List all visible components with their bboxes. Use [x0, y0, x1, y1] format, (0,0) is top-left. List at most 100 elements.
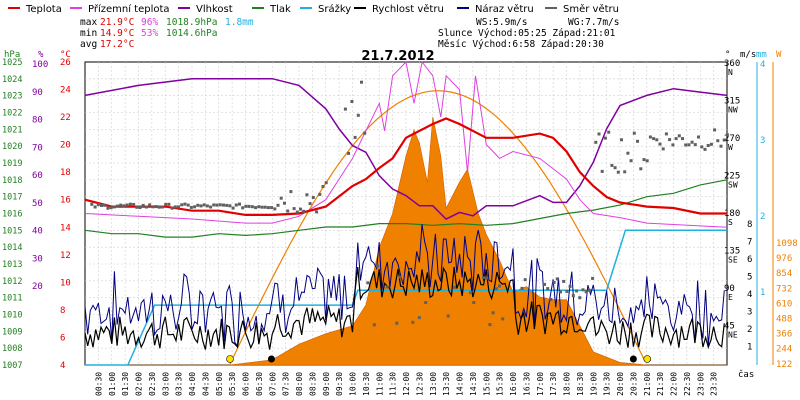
- axis-hpa-unit: hPa: [4, 50, 20, 60]
- wind-direction-dot: [238, 202, 241, 206]
- axis-degc-tick: 16: [60, 196, 71, 206]
- wind-direction-dot: [347, 151, 351, 155]
- wind-direction-dot: [469, 291, 473, 295]
- x-tick-label: 20:30: [629, 372, 638, 396]
- axis-dir-tick: W: [728, 143, 733, 152]
- wind-direction-dot: [571, 294, 575, 298]
- wind-direction-dot: [212, 203, 216, 207]
- x-axis-label: čas: [738, 369, 754, 380]
- x-tick-label: 16:30: [522, 372, 531, 396]
- x-tick-label: 06:00: [242, 372, 251, 396]
- axis-pct-unit: %: [38, 50, 44, 60]
- wind-direction-dot: [193, 205, 197, 209]
- wind-direction-dot: [225, 203, 229, 207]
- wind-direction-dot: [597, 132, 601, 136]
- wind-direction-dot: [626, 151, 630, 155]
- axis-mm-unit: mm: [756, 50, 767, 60]
- wind-direction-dot: [254, 206, 258, 210]
- stats-moon: Měsíc Východ:6:58 Západ:20:30: [438, 39, 604, 50]
- stats-max-rain: 1.8mm: [225, 17, 254, 28]
- wind-direction-dot: [562, 279, 566, 283]
- axis-ms-tick: 8: [747, 220, 752, 230]
- axis-ms-tick: 6: [747, 255, 752, 265]
- wind-direction-dot: [417, 316, 421, 320]
- wind-direction-dot: [639, 167, 643, 171]
- axis-pct-tick: 80: [32, 116, 43, 126]
- x-tick-label: 12:00: [402, 372, 411, 396]
- axes: hPa1025102410231022102110201019101810171…: [2, 50, 798, 396]
- wind-direction-dot: [164, 202, 168, 206]
- series-gust-line: [84, 224, 725, 348]
- wind-direction-dot: [311, 196, 315, 199]
- wind-direction-dot: [318, 192, 322, 196]
- x-tick-label: 05:00: [215, 372, 224, 396]
- axis-hpa-tick: 1017: [2, 193, 22, 203]
- axis-w-tick: 976: [776, 254, 792, 264]
- wind-direction-dot: [360, 80, 363, 84]
- wind-direction-dot: [687, 143, 691, 147]
- wind-direction-dot: [716, 139, 720, 143]
- axis-dir-tick: SW: [728, 181, 738, 190]
- x-tick-label: 20:00: [616, 372, 625, 396]
- wind-direction-dot: [363, 131, 367, 135]
- wind-direction-dot: [616, 170, 620, 174]
- axis-w-tick: 122: [776, 360, 792, 370]
- axis-degc-tick: 4: [60, 361, 65, 371]
- axis-ms-tick: 2: [747, 325, 752, 335]
- axis-deg-tick: 270: [724, 134, 740, 144]
- wind-direction-dot: [321, 185, 325, 188]
- axis-degc-unit: °C: [60, 50, 71, 60]
- x-tick-label: 05:30: [228, 372, 237, 396]
- x-tick-label: 18:00: [563, 372, 572, 396]
- wind-direction-dot: [494, 287, 498, 291]
- wind-direction-dot: [677, 134, 681, 138]
- axis-dir-tick: S: [728, 218, 733, 227]
- axis-hpa-tick: 1013: [2, 260, 22, 270]
- axis-hpa-tick: 1010: [2, 311, 22, 321]
- axis-mm-tick: 3: [760, 136, 765, 146]
- wind-direction-dot: [283, 201, 286, 205]
- wind-direction-dot: [135, 205, 139, 209]
- wind-direction-dot: [308, 202, 312, 206]
- stats-wg: WG:7.7m/s: [568, 17, 619, 28]
- wind-direction-dot: [620, 138, 623, 142]
- legend: Teplota Přízemní teplota Vlhkost Tlak Srážky…: [8, 3, 619, 15]
- x-tick-label: 08:00: [295, 372, 304, 396]
- axis-deg-tick: 315: [724, 97, 740, 107]
- axis-deg-tick: 135: [724, 247, 740, 257]
- legend-label-7: Náraz větru: [475, 3, 534, 15]
- axis-hpa-tick: 1025: [2, 58, 22, 68]
- axis-deg-tick: 360: [724, 59, 740, 69]
- x-tick-label: 09:30: [335, 372, 344, 396]
- wind-direction-dot: [161, 205, 164, 209]
- wind-direction-dot: [273, 207, 277, 211]
- wind-direction-dot: [600, 169, 604, 173]
- axis-deg-unit: °: [725, 50, 730, 60]
- axis-pct-tick: 60: [32, 171, 43, 181]
- x-tick-label: 04:30: [201, 372, 210, 396]
- axis-deg-tick: 225: [724, 172, 740, 182]
- wind-direction-dot: [119, 203, 123, 207]
- wind-direction-dot: [122, 204, 126, 208]
- wind-direction-dot: [302, 209, 306, 213]
- axis-deg-tick: 180: [724, 209, 740, 219]
- wind-direction-dot: [305, 193, 309, 197]
- x-tick-label: 14:30: [469, 372, 478, 396]
- wind-direction-dot: [218, 203, 222, 207]
- wind-direction-dot: [222, 203, 225, 207]
- x-tick-label: 03:00: [161, 372, 170, 396]
- wind-direction-dot: [299, 207, 302, 211]
- wind-direction-dot: [132, 203, 136, 206]
- x-tick-label: 19:30: [603, 372, 612, 396]
- wind-direction-dot: [543, 282, 546, 286]
- stats-min-temp: 14.9°C: [100, 28, 134, 39]
- axis-dir-tick: NE: [728, 331, 738, 340]
- wind-direction-dot: [559, 290, 562, 294]
- axis-mm-tick: 2: [760, 212, 765, 222]
- x-tick-label: 09:00: [322, 372, 331, 396]
- wind-direction-dot: [128, 202, 132, 206]
- axis-dir-tick: E: [728, 293, 733, 302]
- wind-direction-dot: [485, 276, 489, 280]
- axis-degc-tick: 20: [60, 141, 71, 151]
- axis-degc-tick: 10: [60, 278, 71, 288]
